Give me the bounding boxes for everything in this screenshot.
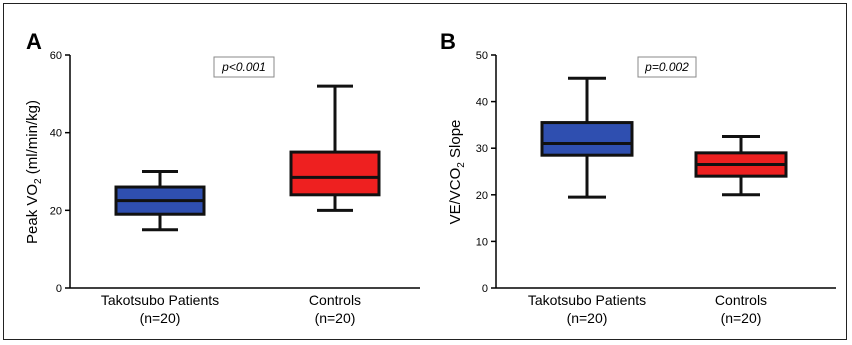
y-tick-label-b-5: 50	[476, 50, 488, 62]
y-tick-label-b-3: 30	[476, 143, 488, 155]
y-tick-label-b-2: 20	[476, 190, 488, 202]
y-tick-label-a-1: 20	[50, 205, 62, 217]
category-label-a-1: Controls	[309, 292, 361, 308]
y-axis-title-a: Peak VO2 (ml/min/kg)	[24, 100, 44, 244]
y-tick-label-b-4: 40	[476, 97, 488, 109]
y-tick-label-a-3: 60	[50, 50, 62, 62]
y-tick-label-b-1: 10	[476, 236, 488, 248]
panel-letter-b: B	[440, 29, 456, 54]
p-value-a: p<0.001	[221, 60, 266, 74]
p-value-box-b	[637, 56, 697, 78]
category-n-a-1: (n=20)	[315, 310, 356, 326]
p-value-b: p=0.002	[644, 60, 689, 74]
box-a-0	[114, 170, 206, 232]
figure-frame	[3, 3, 847, 340]
panel-letter-a: A	[26, 29, 42, 54]
panel-a: A Peak VO2 (ml/min/kg) p<0.001 0 20 40 60 T…	[24, 29, 420, 326]
category-n-b-1: (n=20)	[721, 310, 762, 326]
y-axis-title-b: VE/VCO2 Slope	[447, 120, 467, 225]
y-tick-label-a-2: 40	[50, 128, 62, 140]
category-label-b-0: Takotsubo Patients	[528, 292, 646, 308]
panel-b: B VE/VCO2 Slope p=0.002 0 10 20 30 40 50 Tako…	[440, 29, 836, 326]
category-label-b-1: Controls	[715, 292, 767, 308]
p-value-box-a	[213, 56, 275, 78]
category-label-a-0: Takotsubo Patients	[101, 292, 219, 308]
iqr-box	[289, 150, 381, 197]
category-n-b-0: (n=20)	[567, 310, 608, 326]
category-n-a-0: (n=20)	[140, 310, 181, 326]
y-tick-label-b-0: 0	[482, 283, 488, 295]
box-b-1	[694, 135, 788, 197]
box-b-0	[540, 76, 634, 199]
iqr-box	[540, 121, 634, 157]
y-tick-label-a-0: 0	[56, 283, 62, 295]
box-a-1	[289, 84, 381, 212]
